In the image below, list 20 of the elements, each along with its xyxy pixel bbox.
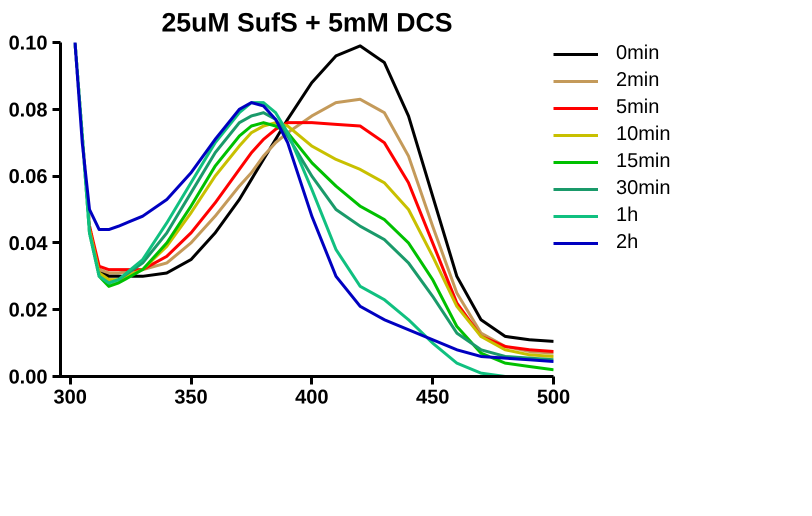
legend-label: 0min <box>616 42 660 65</box>
y-tick-label: 0.06 <box>8 166 48 188</box>
y-tick-label: 0.04 <box>8 232 48 255</box>
y-tick-label: 0.08 <box>8 99 48 122</box>
y-tick-label: 0.10 <box>8 32 48 54</box>
chart-title: 25uM SufS + 5mM DCS <box>161 8 453 38</box>
x-tick-label: 300 <box>53 386 87 408</box>
legend-label: 1h <box>616 204 638 227</box>
legend-label: 30min <box>616 177 670 200</box>
y-tick-label: 0.02 <box>8 300 48 322</box>
legend-label: 15min <box>616 150 670 173</box>
x-tick-label: 450 <box>416 386 450 408</box>
x-tick-label: 350 <box>174 386 208 408</box>
y-tick-label: 0.00 <box>8 366 48 388</box>
legend-label: 2min <box>616 69 660 92</box>
x-tick-label: 500 <box>536 386 570 408</box>
legend-label: 10min <box>616 123 670 146</box>
legend-label: 2h <box>616 231 638 254</box>
legend-label: 5min <box>616 96 660 119</box>
x-tick-label: 400 <box>295 386 329 408</box>
